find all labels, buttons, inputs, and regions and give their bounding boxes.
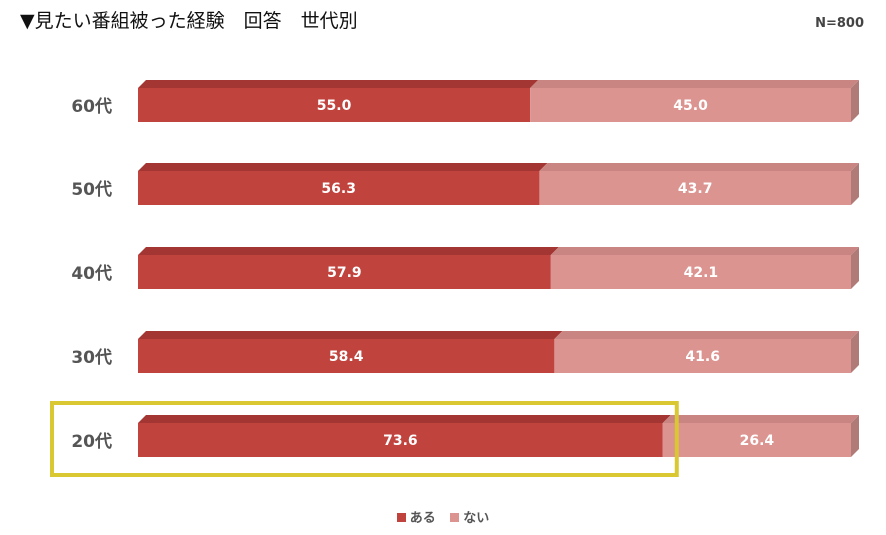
- legend-swatch-series-2: [450, 513, 460, 522]
- bar-top-face: [138, 247, 559, 255]
- legend-swatch-series-1: [396, 513, 406, 522]
- bar-segment: [554, 339, 851, 373]
- data-label: 45.0: [673, 98, 708, 114]
- bar-side-face: [851, 331, 859, 373]
- bar-top-face: [138, 331, 563, 339]
- bar-top-face: [138, 415, 671, 423]
- legend-label-series-1: ある: [409, 511, 436, 526]
- bar-segment: [662, 423, 851, 457]
- bar-segment: [138, 255, 551, 289]
- data-label: 58.4: [329, 349, 364, 365]
- sample-size-label: N=800: [815, 16, 864, 31]
- bar-segment: [530, 88, 851, 122]
- bar-top-face: [550, 247, 859, 255]
- legend-label-series-2: ない: [463, 511, 490, 526]
- bar-segment: [138, 88, 531, 122]
- bar-segment: [550, 255, 851, 289]
- data-label: 56.3: [321, 181, 356, 197]
- bar-segment: [539, 171, 851, 205]
- bar-top-face: [539, 163, 859, 171]
- category-label: 30代: [71, 347, 112, 368]
- legend-item-series-2: ない: [450, 507, 489, 526]
- bar-side-face: [851, 80, 859, 122]
- bar-top-face: [530, 80, 859, 88]
- category-label: 60代: [71, 96, 112, 117]
- bar-segment: [138, 171, 540, 205]
- category-label: 50代: [71, 179, 112, 200]
- data-label: 73.6: [383, 433, 418, 449]
- data-label: 55.0: [317, 98, 352, 114]
- data-label: 41.6: [685, 349, 720, 365]
- bar-top-face: [138, 80, 539, 88]
- bar-top-face: [662, 415, 859, 423]
- bar-side-face: [851, 163, 859, 205]
- legend-item-series-1: ある: [396, 507, 436, 526]
- data-label: 57.9: [327, 265, 362, 281]
- data-label: 42.1: [684, 265, 719, 281]
- data-label: 26.4: [740, 433, 775, 449]
- chart-legend: ある ない: [0, 507, 886, 526]
- data-label: 43.7: [678, 181, 713, 197]
- bar-top-face: [138, 163, 548, 171]
- chart-title: ▼見たい番組被った経験 回答 世代別: [20, 10, 358, 32]
- category-label: 20代: [71, 431, 112, 452]
- bar-top-face: [554, 331, 859, 339]
- bar-segment: [138, 423, 663, 457]
- bar-side-face: [851, 415, 859, 457]
- bar-side-face: [851, 247, 859, 289]
- bar-segment: [138, 339, 555, 373]
- category-label: 40代: [71, 263, 112, 284]
- highlight-box: [50, 401, 679, 477]
